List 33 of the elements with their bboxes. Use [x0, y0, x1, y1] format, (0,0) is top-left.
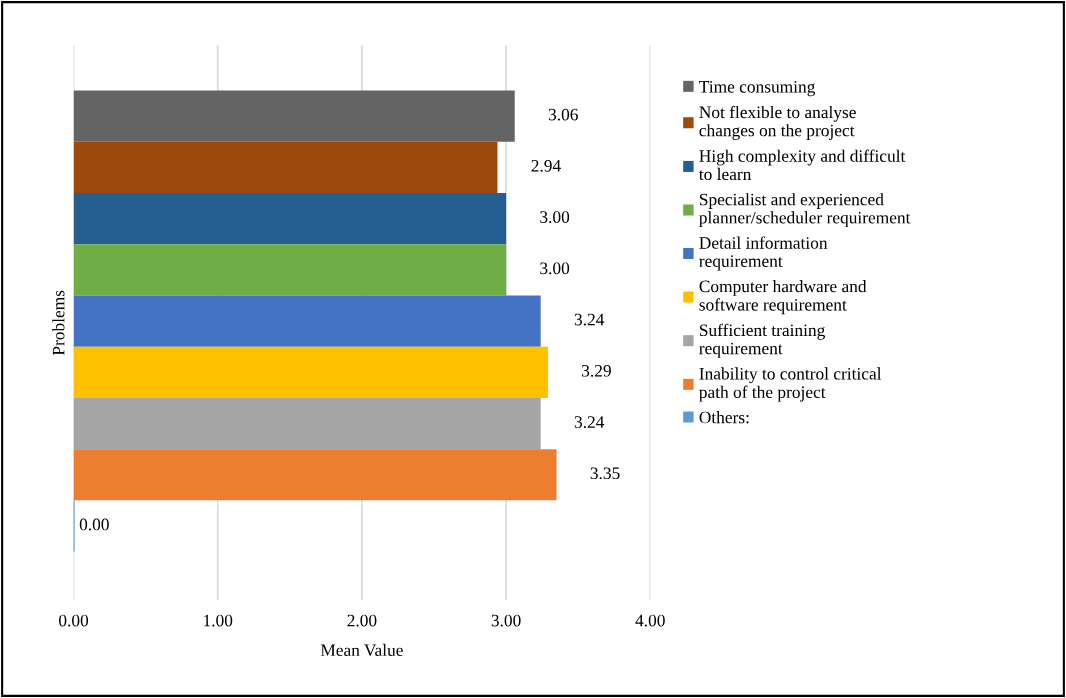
legend-label: High complexity and difficult to learn	[698, 149, 906, 181]
bar	[73, 449, 557, 501]
data-label: 3.35	[590, 467, 620, 480]
legend-label: Not flexible to analyse changes on the project	[699, 105, 856, 140]
x-tick-label: 0.00	[59, 614, 89, 627]
data-label: 3.00	[540, 262, 570, 275]
bar	[73, 244, 507, 296]
bar	[73, 346, 548, 398]
legend-label: Detail information requirement	[699, 236, 828, 271]
y-axis-title: Problems	[52, 290, 65, 356]
data-label: 0.00	[79, 518, 109, 531]
data-label: 2.94	[531, 160, 561, 172]
legend-label: Computer hardware and software requirement	[699, 280, 867, 315]
x-axis-title: Mean Value	[320, 643, 403, 657]
legend-label: Others:	[699, 411, 749, 424]
x-tick-label: 1.00	[204, 614, 233, 627]
data-label: 3.06	[548, 108, 578, 121]
legend-label: Inability to control critical path of the project	[699, 367, 882, 402]
data-label: 3.29	[582, 364, 611, 377]
data-label: 3.24	[574, 313, 605, 326]
x-tick-label: 3.00	[491, 614, 521, 627]
bar	[73, 90, 515, 142]
bar	[73, 295, 541, 347]
data-label: 3.24	[574, 416, 605, 428]
bar	[73, 192, 507, 245]
legend-label: Specialist and experienced planner/scheduler requirement	[699, 193, 911, 228]
legend-label: Sufficient training requirement	[699, 323, 825, 358]
bar	[73, 141, 498, 193]
data-label: 3.00	[540, 211, 570, 223]
legend-label: Time consuming	[699, 80, 816, 97]
bar	[73, 397, 541, 450]
x-tick-label: 2.00	[347, 614, 377, 627]
x-tick-label: 4.00	[635, 614, 665, 627]
